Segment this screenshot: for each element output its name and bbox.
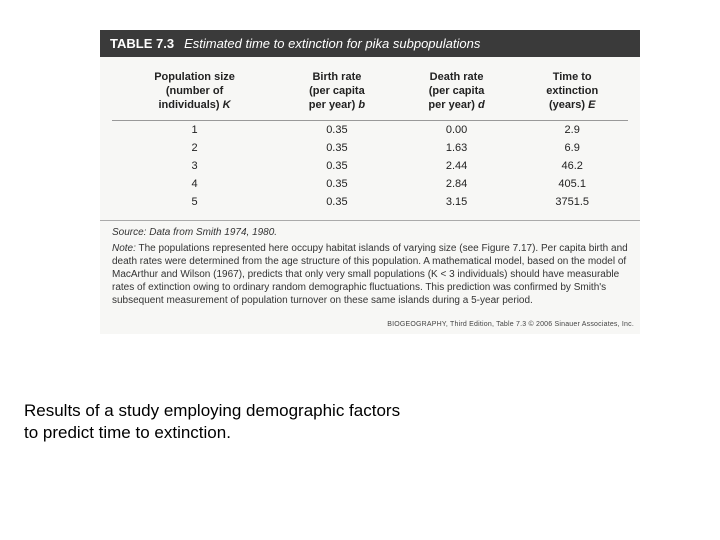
table-number: TABLE 7.3 [110,36,174,51]
table-figure: TABLE 7.3 Estimated time to extinction f… [100,30,640,334]
table-row: 4 0.35 2.84 405.1 [112,175,628,193]
table-row: 5 0.35 3.15 3751.5 [112,193,628,216]
table-source: Source: Data from Smith 1974, 1980. [100,221,640,240]
col-header-time: Time to extinction (years) E [516,65,628,121]
note-label: Note: [112,243,136,254]
table-body: Population size (number of individuals) … [100,57,640,221]
table-row: 3 0.35 2.44 46.2 [112,157,628,175]
table-row: 1 0.35 0.00 2.9 [112,121,628,140]
data-table: Population size (number of individuals) … [112,65,628,216]
table-title: Estimated time to extinction for pika su… [184,36,480,51]
note-text: The populations represented here occupy … [112,243,628,306]
col-header-death: Death rate (per capita per year) d [397,65,517,121]
table-note: Note: The populations represented here o… [100,240,640,317]
footer-credit: BIOGEOGRAPHY, Third Edition, Table 7.3 ©… [100,317,640,334]
table-row: 2 0.35 1.63 6.9 [112,139,628,157]
col-header-birth: Birth rate (per capita per year) b [277,65,397,121]
col-header-population: Population size (number of individuals) … [112,65,277,121]
slide-caption: Results of a study employing demographic… [24,400,404,444]
table-header-bar: TABLE 7.3 Estimated time to extinction f… [100,30,640,57]
